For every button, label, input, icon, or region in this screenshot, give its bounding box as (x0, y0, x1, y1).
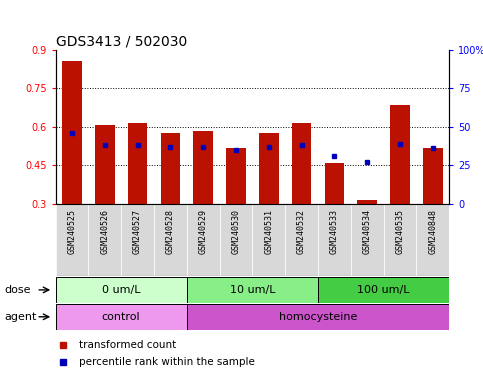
Bar (187, 304, 449, 330)
Bar (423, 149, 442, 204)
Text: GSM240534: GSM240534 (363, 209, 372, 254)
Bar (128, 123, 147, 204)
Text: 0 um/L: 0 um/L (102, 285, 141, 295)
Bar (187, 204, 220, 276)
Bar (62, 61, 82, 204)
Text: transformed count: transformed count (79, 340, 176, 350)
Bar (390, 105, 410, 204)
Bar (160, 133, 180, 204)
Bar (259, 133, 279, 204)
Text: agent: agent (5, 312, 37, 322)
Bar (56, 204, 88, 276)
Bar (187, 277, 318, 303)
Text: GDS3413 / 502030: GDS3413 / 502030 (56, 35, 187, 49)
Bar (416, 204, 449, 276)
Text: GSM240532: GSM240532 (297, 209, 306, 254)
Bar (325, 162, 344, 204)
Bar (318, 277, 449, 303)
Bar (357, 200, 377, 204)
Bar (292, 123, 312, 204)
Text: 100 um/L: 100 um/L (357, 285, 410, 295)
Text: GSM240528: GSM240528 (166, 209, 175, 254)
Text: GSM240527: GSM240527 (133, 209, 142, 254)
Bar (88, 204, 121, 276)
Bar (56, 304, 187, 330)
Bar (154, 204, 187, 276)
Bar (121, 204, 154, 276)
Bar (252, 204, 285, 276)
Bar (56, 277, 187, 303)
Bar (351, 204, 384, 276)
Text: GSM240526: GSM240526 (100, 209, 109, 254)
Text: GSM240525: GSM240525 (68, 209, 76, 254)
Bar (193, 131, 213, 204)
Text: GSM240530: GSM240530 (231, 209, 241, 254)
Text: control: control (102, 312, 141, 322)
Bar (384, 204, 416, 276)
Text: GSM240531: GSM240531 (264, 209, 273, 254)
Text: GSM240535: GSM240535 (396, 209, 404, 254)
Text: percentile rank within the sample: percentile rank within the sample (79, 357, 255, 367)
Text: dose: dose (5, 285, 31, 295)
Text: GSM240533: GSM240533 (330, 209, 339, 254)
Bar (318, 204, 351, 276)
Bar (220, 204, 252, 276)
Text: GSM240848: GSM240848 (428, 209, 437, 254)
Bar (95, 126, 114, 204)
Text: homocysteine: homocysteine (279, 312, 357, 322)
Bar (285, 204, 318, 276)
Bar (226, 149, 246, 204)
Text: GSM240529: GSM240529 (199, 209, 208, 254)
Text: 10 um/L: 10 um/L (229, 285, 275, 295)
